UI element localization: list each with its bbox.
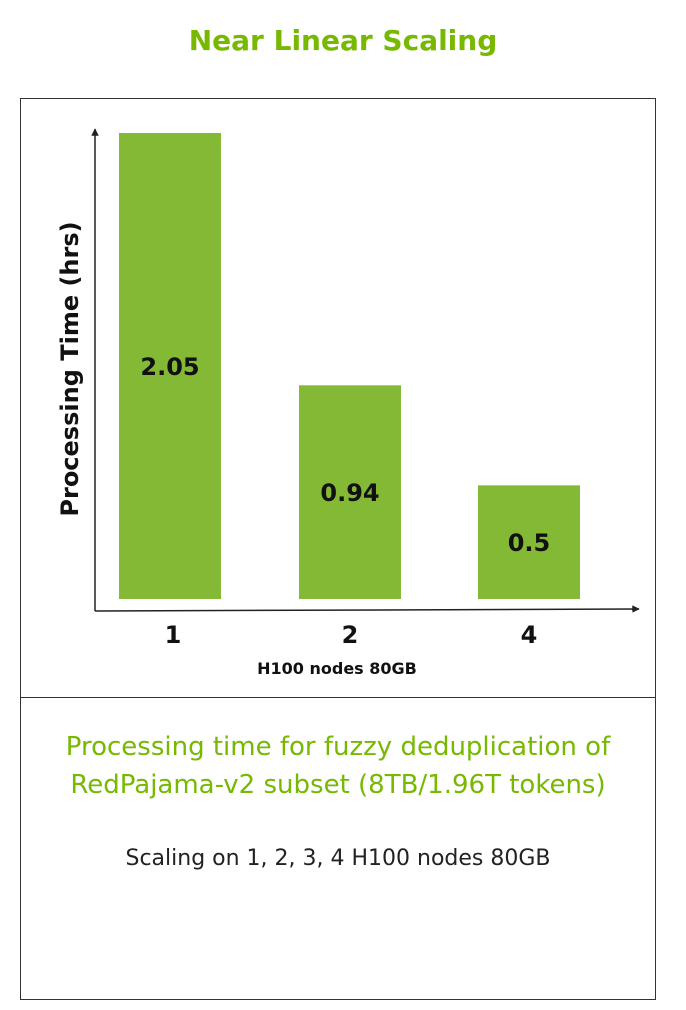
x-tick-label-4: 4	[521, 621, 538, 649]
data-label-2: 0.94	[320, 479, 379, 507]
x-axis-label: H100 nodes 80GB	[257, 659, 417, 678]
x-axis	[94, 605, 640, 613]
ticks-layer: 1 2 4	[165, 621, 538, 649]
bar-1	[119, 133, 221, 599]
scaling-note: Scaling on 1, 2, 3, 4 H100 nodes 80GB	[125, 846, 551, 871]
x-tick-label-1: 1	[165, 621, 182, 649]
y-axis-label: Processing Time (hrs)	[56, 221, 84, 516]
caption-line-1: Processing time for fuzzy deduplication …	[65, 732, 611, 762]
data-label-1: 2.05	[140, 353, 199, 381]
chart-frame	[20, 98, 656, 1000]
section-divider	[20, 697, 656, 698]
labels-layer: 2.05 0.94 0.5	[140, 353, 550, 557]
bar-chart: 2.05 0.94 0.5 1 2 4 H100 nodes 80GB Processi…	[56, 128, 640, 678]
data-label-4: 0.5	[508, 529, 551, 557]
bar-4	[478, 485, 580, 599]
bar-2	[299, 385, 401, 599]
caption: Processing time for fuzzy deduplication …	[21, 728, 655, 804]
x-tick-label-2: 2	[342, 621, 359, 649]
chart-title: Near Linear Scaling	[188, 24, 498, 57]
bars-layer	[119, 133, 580, 599]
caption-line-2: RedPajama-v2 subset (8TB/1.96T tokens)	[70, 770, 606, 800]
